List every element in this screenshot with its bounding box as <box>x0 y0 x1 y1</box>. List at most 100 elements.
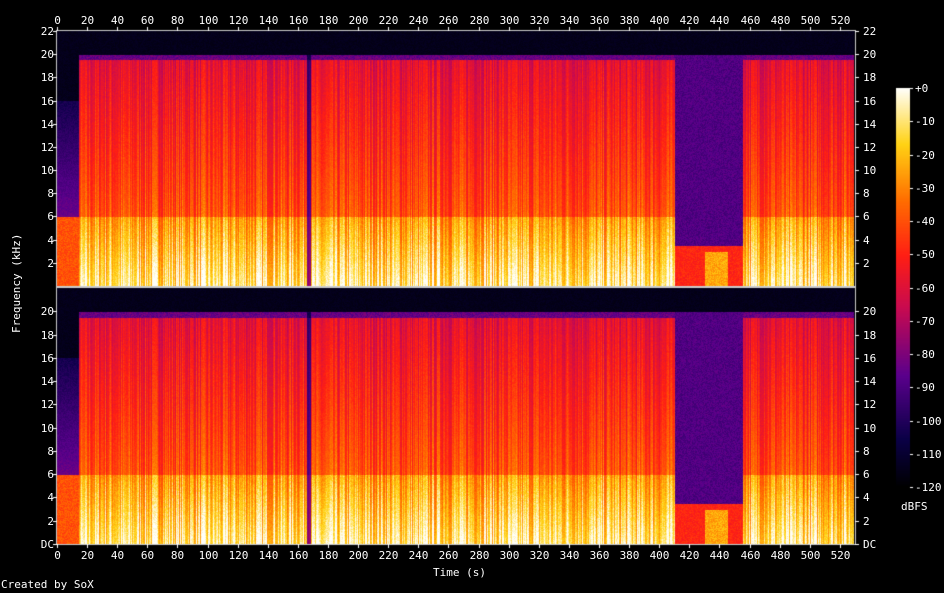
y-tick-left-label: 4 <box>47 233 54 247</box>
y-tick-left-label: 22 <box>40 24 54 38</box>
y-tick-right-label: 6 <box>863 209 870 223</box>
x-tick-bottom-label: 240 <box>408 549 429 562</box>
x-tick-bottom-label: 0 <box>54 549 61 562</box>
colorbar-tick-label: -50 <box>915 247 935 261</box>
x-axis-label: Time (s) <box>433 566 486 579</box>
x-tick-top-label: 520 <box>830 14 851 27</box>
x-tick-top-label: 140 <box>258 14 279 27</box>
x-tick-top-label: 260 <box>438 14 459 27</box>
x-tick-bottom-label: 60 <box>140 549 155 562</box>
x-tick-bottom-label: 340 <box>559 549 580 562</box>
y-tick-left-label: 18 <box>40 328 54 342</box>
x-tick-bottom-label: 320 <box>529 549 550 562</box>
y-tick-right-label: 4 <box>863 490 870 504</box>
colorbar-tick-label: -60 <box>915 281 935 295</box>
x-tick-top-label: 380 <box>619 14 640 27</box>
y-tick-right-label: 20 <box>863 304 877 318</box>
x-tick-top-label: 40 <box>110 14 125 27</box>
colorbar-tick-label: -110 <box>915 447 942 461</box>
footer-credit: Created by SoX <box>1 578 94 591</box>
y-tick-right-label: 14 <box>863 117 877 131</box>
x-tick-top-label: 420 <box>679 14 700 27</box>
x-tick-top-label: 500 <box>800 14 821 27</box>
x-tick-bottom-label: 200 <box>348 549 369 562</box>
x-tick-bottom-label: 420 <box>679 549 700 562</box>
y-tick-right-label: 20 <box>863 47 877 61</box>
y-tick-right-label: 2 <box>863 514 870 528</box>
y-tick-left-label: 8 <box>47 444 54 458</box>
y-tick-right-label: 10 <box>863 163 877 177</box>
y-tick-right-label: 18 <box>863 70 877 84</box>
x-tick-top-label: 120 <box>228 14 249 27</box>
x-tick-top-label: 220 <box>378 14 399 27</box>
colorbar-tick-label: -80 <box>915 347 935 361</box>
y-tick-left-label: 16 <box>40 351 54 365</box>
y-tick-left-label: DC <box>40 537 54 551</box>
y-tick-left-label: 12 <box>40 397 54 411</box>
y-tick-left-label: 20 <box>40 47 54 61</box>
x-tick-top-label: 20 <box>80 14 95 27</box>
y-tick-left-label: 2 <box>47 256 54 270</box>
y-tick-left-label: 16 <box>40 94 54 108</box>
y-tick-right-label: 12 <box>863 397 877 411</box>
colorbar-tick-label: -30 <box>915 181 935 195</box>
y-axis-label: Frequency (kHz) <box>10 233 23 333</box>
x-tick-bottom-label: 360 <box>589 549 610 562</box>
x-tick-bottom-label: 380 <box>619 549 640 562</box>
colorbar-tick-label: -20 <box>915 148 935 162</box>
x-tick-top-label: 360 <box>589 14 610 27</box>
y-tick-right-label: DC <box>863 537 877 551</box>
x-tick-top-label: 460 <box>740 14 761 27</box>
x-tick-bottom-label: 520 <box>830 549 851 562</box>
colorbar-tick-label: -120 <box>915 480 942 494</box>
x-tick-bottom-label: 180 <box>318 549 339 562</box>
x-tick-bottom-label: 480 <box>770 549 791 562</box>
x-tick-top-label: 200 <box>348 14 369 27</box>
y-tick-left-label: 6 <box>47 467 54 481</box>
x-tick-top-label: 180 <box>318 14 339 27</box>
y-tick-right-label: 14 <box>863 374 877 388</box>
x-tick-bottom-label: 20 <box>80 549 95 562</box>
colorbar-tick-label: -100 <box>915 414 942 428</box>
x-tick-bottom-label: 260 <box>438 549 459 562</box>
x-tick-bottom-label: 120 <box>228 549 249 562</box>
y-tick-right-label: 6 <box>863 467 870 481</box>
x-tick-bottom-label: 400 <box>649 549 670 562</box>
y-tick-left-label: 10 <box>40 163 54 177</box>
x-tick-top-label: 400 <box>649 14 670 27</box>
x-tick-top-label: 320 <box>529 14 550 27</box>
x-tick-bottom-label: 280 <box>469 549 490 562</box>
x-tick-bottom-label: 80 <box>170 549 185 562</box>
y-tick-left-label: 8 <box>47 186 54 200</box>
x-tick-top-label: 480 <box>770 14 791 27</box>
x-tick-top-label: 160 <box>288 14 309 27</box>
y-tick-left-label: 4 <box>47 490 54 504</box>
y-tick-right-label: 4 <box>863 233 870 247</box>
x-tick-bottom-label: 100 <box>198 549 219 562</box>
x-tick-bottom-label: 140 <box>258 549 279 562</box>
x-tick-top-label: 300 <box>499 14 520 27</box>
colorbar-label: dBFS <box>901 500 928 513</box>
x-tick-bottom-label: 160 <box>288 549 309 562</box>
y-tick-right-label: 18 <box>863 328 877 342</box>
y-tick-left-label: 12 <box>40 140 54 154</box>
x-tick-bottom-label: 40 <box>110 549 125 562</box>
colorbar-tick-label: -10 <box>915 114 935 128</box>
y-tick-left-label: 14 <box>40 374 54 388</box>
y-tick-right-label: 2 <box>863 256 870 270</box>
x-tick-top-label: 100 <box>198 14 219 27</box>
y-tick-right-label: 8 <box>863 186 870 200</box>
colorbar-tick-label: -40 <box>915 214 935 228</box>
y-tick-left-label: 6 <box>47 209 54 223</box>
y-tick-right-label: 22 <box>863 24 877 38</box>
x-tick-bottom-label: 440 <box>709 549 730 562</box>
x-tick-top-label: 0 <box>54 14 61 27</box>
y-tick-left-label: 2 <box>47 514 54 528</box>
y-tick-left-label: 14 <box>40 117 54 131</box>
colorbar-tick-label: -70 <box>915 314 935 328</box>
y-tick-left-label: 18 <box>40 70 54 84</box>
x-tick-bottom-label: 300 <box>499 549 520 562</box>
y-tick-left-label: 20 <box>40 304 54 318</box>
y-tick-right-label: 12 <box>863 140 877 154</box>
x-tick-top-label: 280 <box>469 14 490 27</box>
